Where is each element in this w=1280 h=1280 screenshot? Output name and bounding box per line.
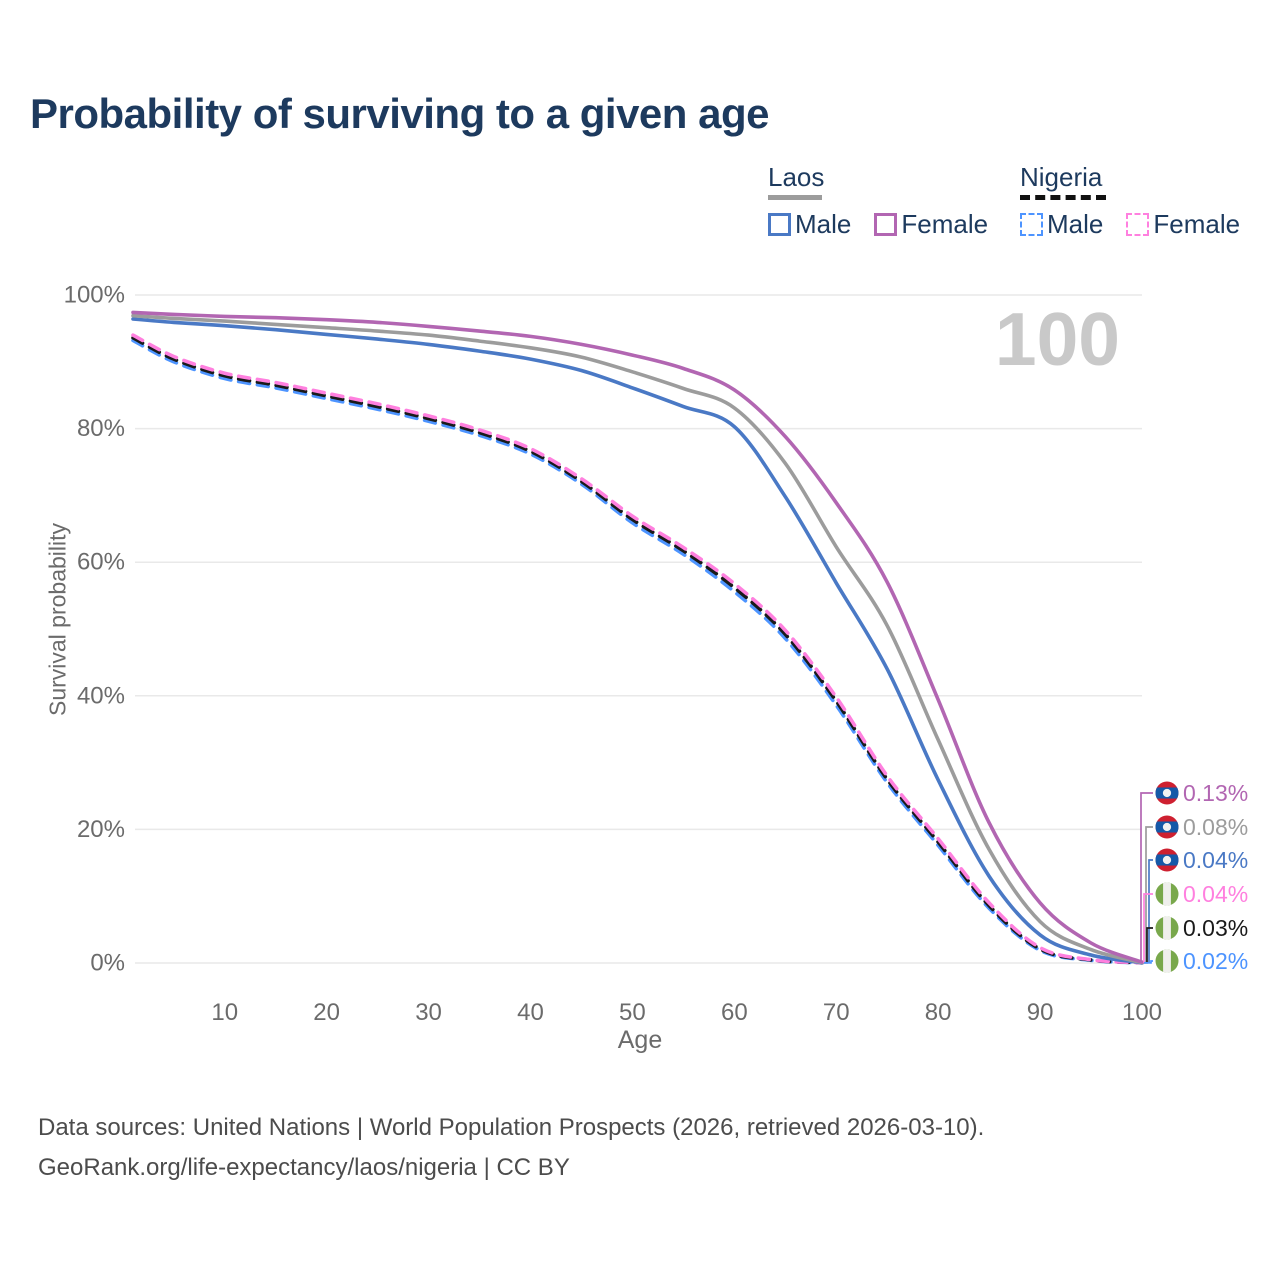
curve-laos-combined[interactable] [131, 313, 1144, 965]
age-watermark: 100 [994, 297, 1120, 381]
laos-flag-icon [1155, 781, 1179, 805]
y-tick-label: 80% [77, 415, 125, 442]
nigeria-male-checkbox[interactable] [1020, 213, 1043, 236]
legend-item-nigeria-male[interactable]: Male [1020, 209, 1103, 240]
legend-item-nigeria-female[interactable]: Female [1126, 209, 1240, 240]
curve-laos-male[interactable] [131, 317, 1144, 965]
data-sources-footer: Data sources: United Nations | World Pop… [38, 1108, 984, 1188]
y-tick-label: 60% [77, 549, 125, 576]
footer-line-attribution: GeoRank.org/life-expectancy/laos/nigeria… [38, 1154, 570, 1181]
x-tick-label: 100 [1122, 999, 1162, 1026]
legend-item-label: Female [901, 209, 989, 239]
x-tick-label: 60 [721, 999, 748, 1026]
x-tick-label: 40 [517, 999, 544, 1026]
laos-female-checkbox[interactable] [874, 213, 898, 236]
y-tick-label: 0% [90, 950, 125, 977]
laos-male-checkbox[interactable] [768, 213, 791, 236]
end-label-connector [1143, 893, 1153, 963]
x-tick-label: 50 [619, 999, 646, 1026]
end-label-connector [1140, 792, 1153, 963]
y-tick-label: 20% [77, 816, 125, 843]
laos-solid-line-swatch [768, 195, 822, 200]
x-tick-label: 70 [823, 999, 850, 1026]
end-value-label: 0.13% [1183, 780, 1248, 806]
nigeria-flag-icon [1155, 882, 1179, 906]
nigeria-flag-icon [1155, 916, 1179, 940]
y-tick-label: 100% [64, 282, 125, 309]
curve-nigeria-female[interactable] [131, 333, 1144, 965]
legend-group-title: Nigeria [1020, 162, 1103, 192]
curve-laos-female[interactable] [131, 310, 1144, 964]
footer-line-sources: Data sources: United Nations | World Pop… [38, 1114, 985, 1141]
y-axis-title: Survival probability [44, 522, 71, 717]
x-tick-label: 30 [415, 999, 442, 1026]
legend-group-laos: Laos Male Female [768, 164, 1011, 240]
nigeria-dashed-line-swatch [1020, 195, 1106, 200]
end-value-label: 0.04% [1183, 847, 1248, 873]
curve-nigeria-male[interactable] [131, 338, 1144, 965]
nigeria-flag-icon [1155, 949, 1179, 973]
x-tick-label: 80 [925, 999, 952, 1026]
legend-item-label: Male [795, 209, 852, 239]
legend-item-label: Female [1153, 209, 1241, 239]
end-value-label: 0.08% [1183, 814, 1248, 840]
x-tick-label: 90 [1027, 999, 1054, 1026]
curve-nigeria-combined[interactable] [131, 336, 1144, 965]
legend-item-laos-male[interactable]: Male [768, 209, 851, 240]
end-value-label: 0.04% [1183, 881, 1248, 907]
legend-group-nigeria: Nigeria Male Female [1020, 164, 1263, 240]
x-axis-title: Age [617, 1026, 663, 1054]
end-value-label: 0.02% [1183, 948, 1248, 974]
legend-item-label: Male [1047, 209, 1104, 239]
page-title: Probability of surviving to a given age [30, 90, 769, 137]
laos-flag-icon [1155, 815, 1179, 839]
nigeria-female-checkbox[interactable] [1126, 213, 1150, 236]
x-tick-label: 20 [313, 999, 340, 1026]
legend-group-title: Laos [768, 162, 825, 192]
end-label-connector [1144, 960, 1153, 964]
x-tick-label: 10 [211, 999, 238, 1026]
laos-flag-icon [1155, 848, 1179, 872]
y-tick-label: 40% [77, 682, 125, 709]
legend-item-laos-female[interactable]: Female [874, 209, 988, 240]
end-value-label: 0.03% [1183, 915, 1248, 941]
